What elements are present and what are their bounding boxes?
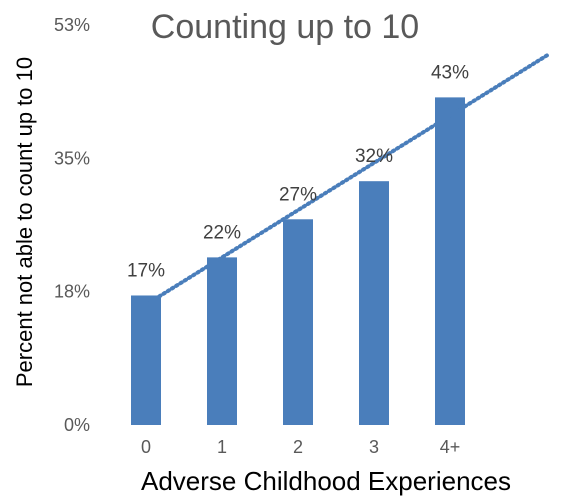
bar-1 <box>207 257 237 425</box>
data-labels: 17% 22% 27% 32% 43% <box>127 62 469 281</box>
y-tick-labels: 0% 18% 35% 53% <box>54 15 90 435</box>
data-label-0: 17% <box>127 260 165 281</box>
x-tick-label-0: 0 <box>141 437 151 457</box>
y-tick-label-1: 18% <box>54 282 90 302</box>
chart-title: Counting up to 10 <box>151 8 419 46</box>
bar-3 <box>359 181 389 425</box>
y-tick-label-2: 35% <box>54 148 90 168</box>
x-tick-label-4: 4+ <box>440 437 461 457</box>
x-tick-label-1: 1 <box>217 437 227 457</box>
bars <box>131 97 465 425</box>
bar-0 <box>131 295 161 425</box>
y-tick-label-0: 0% <box>64 415 90 435</box>
data-label-2: 27% <box>279 184 317 205</box>
y-tick-label-3: 53% <box>54 15 90 35</box>
x-tick-label-2: 2 <box>293 437 303 457</box>
data-label-1: 22% <box>203 222 241 243</box>
data-label-3: 32% <box>355 146 393 167</box>
bar-4 <box>435 97 465 425</box>
data-label-4: 43% <box>431 62 469 83</box>
bar-2 <box>283 219 313 425</box>
trendline <box>140 52 551 309</box>
y-axis-title: Percent not able to count up to 10 <box>12 57 37 387</box>
trendline-group <box>140 52 551 309</box>
x-tick-labels: 0 1 2 3 4+ <box>141 437 460 457</box>
x-tick-label-3: 3 <box>369 437 379 457</box>
x-axis-title: Adverse Childhood Experiences <box>141 466 511 496</box>
